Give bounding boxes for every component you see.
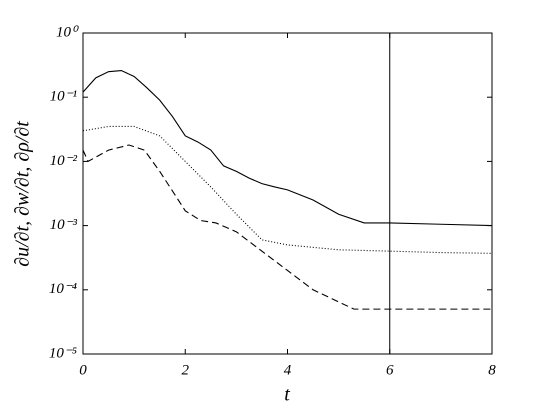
x-tick-label: 4 xyxy=(284,362,292,378)
series-line xyxy=(82,69,493,227)
y-tick-label: 10⁻¹ xyxy=(50,89,78,105)
y-axis-label: ∂u/∂t, ∂w/∂t, ∂ρ/∂t xyxy=(12,121,34,267)
x-tick-label: 2 xyxy=(182,362,190,378)
plot-frame xyxy=(82,32,493,355)
x-tick-label: 0 xyxy=(79,362,87,378)
y-tick-label: 10⁻⁵ xyxy=(49,345,77,361)
y-tick-label: 10⁻³ xyxy=(50,217,78,233)
series-line xyxy=(82,144,492,310)
y-tick-label: 10⁻⁴ xyxy=(49,281,77,297)
x-tick-label: 8 xyxy=(488,362,496,378)
x-tick-label: 6 xyxy=(386,362,394,378)
y-tick-label: 10⁻² xyxy=(50,153,78,169)
x-axis-label: t xyxy=(284,384,290,406)
series-line xyxy=(82,125,493,254)
y-tick-label: 10⁰ xyxy=(56,24,79,40)
